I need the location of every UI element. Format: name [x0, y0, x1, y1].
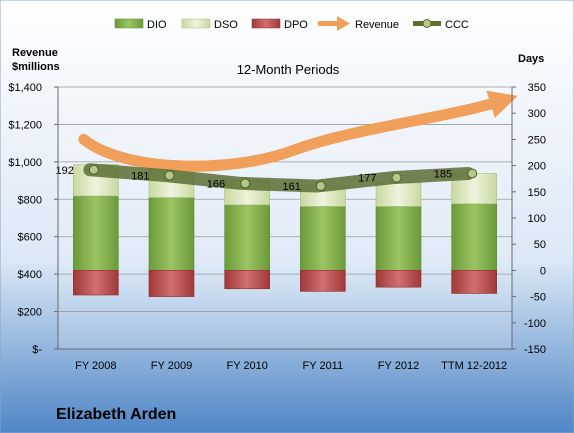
x-tick-label: FY 2008: [75, 360, 116, 372]
left-tick-label: $1,000: [8, 157, 42, 169]
x-tick-label: FY 2009: [151, 360, 192, 372]
revenue-trend-arrow: [78, 90, 518, 172]
legend-label-ccc: CCC: [445, 19, 469, 31]
legend-label-revenue: Revenue: [355, 19, 399, 31]
right-tick-label: 150: [528, 187, 546, 199]
revenue-layer: [78, 90, 518, 172]
bar-dso: [375, 182, 422, 207]
bar-dpo: [300, 270, 346, 292]
ccc-point: [391, 172, 402, 183]
legend: DIO DSO DPO Revenue CCC: [114, 16, 469, 31]
legend-label-dpo: DPO: [284, 19, 308, 31]
x-tick-label: TTM 12-2012: [441, 360, 507, 372]
right-tick-label: 300: [528, 108, 546, 120]
left-tick-label: $600: [18, 232, 42, 244]
bar-dio: [375, 206, 422, 271]
right-axis-label: Days: [518, 53, 544, 65]
x-tick-label: FY 2011: [303, 360, 344, 372]
bar-dpo: [224, 270, 270, 290]
ccc-point: [88, 164, 99, 175]
bar-dpo: [375, 270, 422, 288]
left-tick-label: $200: [18, 307, 42, 319]
right-tick-label: -50: [530, 292, 546, 304]
ccc-point: [467, 168, 478, 179]
left-tick-label: $-: [32, 344, 42, 356]
right-tick-label: 50: [534, 239, 546, 251]
right-tick-label: -150: [524, 344, 546, 356]
right-tick-label: 0: [540, 265, 546, 277]
bar-dio: [300, 206, 346, 271]
bar-dio: [451, 203, 497, 271]
left-axis-label-line2: $millions: [12, 61, 60, 73]
ccc-layer: 192 181 166 161 177 185: [55, 163, 478, 193]
left-tick-label: $1,400: [8, 82, 42, 94]
ccc-data-label: 161: [282, 181, 300, 193]
bar-dio: [73, 195, 119, 271]
bar-dpo: [148, 270, 195, 297]
legend-swatch-dio: [114, 18, 144, 29]
bar-dio: [148, 197, 195, 271]
legend-swatch-dpo: [251, 18, 281, 29]
bar-dio: [224, 204, 270, 271]
ccc-point: [315, 181, 326, 192]
right-tick-label: 200: [528, 161, 546, 173]
legend-swatch-dso: [181, 18, 211, 29]
right-tick-label: 350: [528, 82, 546, 94]
axes: $- $200 $400 $600 $800 $1,000 $1,200 $1,400 -150…: [8, 82, 546, 372]
ccc-point: [164, 170, 175, 181]
left-tick-label: $800: [18, 194, 42, 206]
legend-label-dso: DSO: [214, 19, 238, 31]
left-axis-label-line1: Revenue: [12, 47, 58, 59]
chart-title: 12-Month Periods: [237, 62, 340, 77]
company-name: Elizabeth Arden: [56, 406, 176, 423]
right-tick-label: 100: [528, 213, 546, 225]
left-tick-label: $400: [18, 269, 42, 281]
left-tick-label: $1,200: [8, 119, 42, 131]
x-tick-label: FY 2010: [226, 360, 267, 372]
bar-dpo: [73, 270, 119, 296]
plot-area: [58, 87, 512, 349]
ccc-point: [240, 178, 251, 189]
legend-label-dio: DIO: [147, 19, 167, 31]
right-tick-label: -100: [524, 318, 546, 330]
ccc-data-label: 185: [434, 168, 452, 180]
ccc-data-label: 181: [131, 171, 149, 183]
ccc-data-label: 166: [207, 178, 225, 190]
x-tick-label: FY 2012: [378, 360, 419, 372]
ccc-data-label: 177: [358, 173, 376, 185]
bars: [73, 164, 497, 297]
ccc-line: [83, 163, 475, 193]
bar-dpo: [451, 270, 497, 294]
legend-marker-ccc: [422, 19, 432, 28]
legend-arrowhead-revenue: [337, 16, 350, 31]
right-tick-label: 250: [528, 134, 546, 146]
ccc-data-label: 192: [55, 165, 73, 177]
